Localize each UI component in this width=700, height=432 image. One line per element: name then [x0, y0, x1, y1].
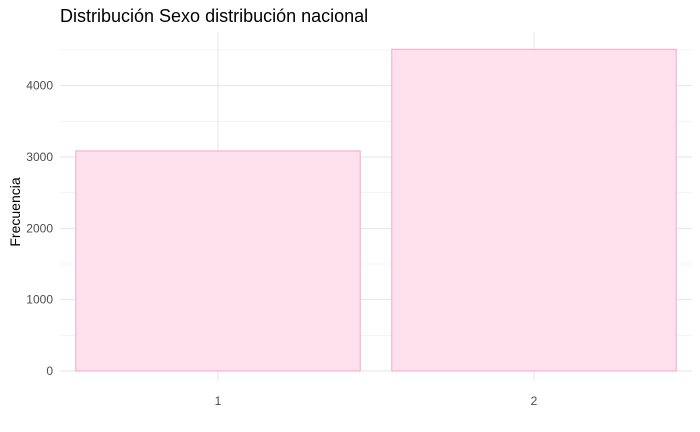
- bar-1: [75, 150, 361, 372]
- bars: [75, 48, 677, 372]
- bar-2: [391, 48, 677, 372]
- chart-title: Distribución Sexo distribución nacional: [60, 6, 368, 26]
- x-tick-label: 1: [215, 394, 222, 408]
- y-tick-label: 3000: [26, 150, 53, 164]
- y-tick-label: 1000: [26, 293, 53, 307]
- y-axis-ticks: 0 1000 2000 3000 4000: [26, 79, 53, 378]
- x-tick-label: 2: [531, 394, 538, 408]
- y-tick-label: 2000: [26, 221, 53, 235]
- y-axis-title: Frecuencia: [7, 177, 23, 246]
- y-tick-label: 4000: [26, 79, 53, 93]
- y-tick-label: 0: [46, 364, 53, 378]
